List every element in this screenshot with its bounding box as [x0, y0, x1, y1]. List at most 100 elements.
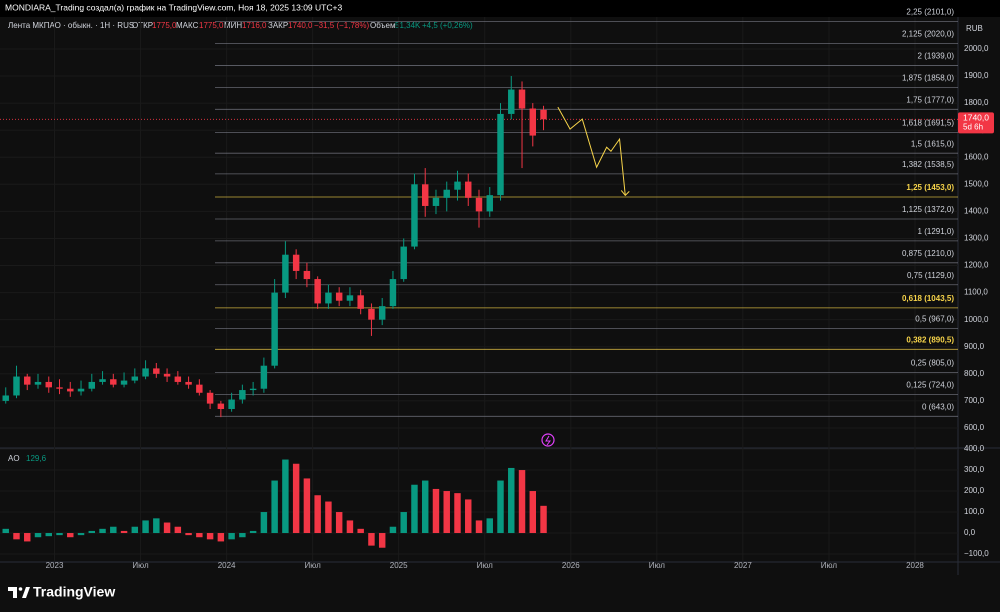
y-tick-label: 1100,0 — [964, 288, 988, 297]
fib-label: 0,618 (1043,5) — [902, 294, 954, 303]
indicator-tick-label: −100,0 — [964, 549, 989, 558]
x-tick-label: Июл — [821, 561, 838, 570]
fib-label: 0,382 (890,5) — [906, 335, 954, 344]
indicator-tick-label: 100,0 — [964, 507, 985, 516]
candle-body — [508, 89, 515, 114]
candle-body — [325, 292, 332, 304]
indicator-bar — [443, 491, 450, 534]
indicator-bar — [228, 533, 235, 540]
fib-label: 1 (1291,0) — [918, 227, 955, 236]
candle-body — [271, 292, 278, 366]
indicator-last: 129,6 — [26, 454, 47, 463]
event-icon-bolt — [545, 435, 551, 446]
projection-line — [557, 106, 626, 196]
countdown: 5d 6h — [963, 122, 983, 131]
candle-body — [217, 403, 225, 410]
y-tick-label: 1600,0 — [964, 152, 989, 161]
legend-close: 1740,0 — [288, 21, 313, 30]
indicator-bar — [196, 533, 203, 538]
y-tick-label: 700,0 — [964, 396, 985, 405]
legend-volume-change: +4,5 (+0,26%) — [422, 21, 473, 30]
indicator-bar — [529, 491, 537, 534]
indicator-bar — [88, 530, 96, 534]
legend-low: 1716,0 — [242, 21, 267, 30]
candle-body — [185, 381, 192, 385]
candle-body — [378, 306, 386, 320]
candle-body — [454, 181, 461, 190]
last-price-label: 1740,0 — [963, 113, 989, 123]
indicator-bar — [34, 533, 42, 538]
candle-body — [335, 292, 343, 301]
fib-label: 0,875 (1210,0) — [902, 249, 954, 258]
fib-label: 0,75 (1129,0) — [907, 271, 954, 280]
last-price-box — [958, 112, 994, 134]
currency: RUB — [966, 24, 983, 33]
logo-slash — [22, 587, 30, 598]
legend-change: −31,5 (−1,78%) — [314, 21, 369, 30]
y-tick-label: 2000,0 — [964, 44, 989, 53]
indicator-bar — [411, 484, 418, 534]
candle-body — [497, 113, 504, 196]
legend-volume-label: Объем — [370, 21, 396, 30]
indicator-bar — [303, 478, 311, 534]
fib-label: 2,25 (2101,0) — [906, 8, 954, 17]
candle-body — [153, 368, 160, 374]
header-bar — [0, 0, 1000, 17]
fib-label: 0,125 (724,0) — [906, 381, 954, 390]
candle-body — [34, 381, 42, 385]
indicator-bar — [389, 526, 397, 534]
indicator-bar — [206, 533, 214, 540]
logo-mark — [8, 587, 17, 598]
fib-label: 1,75 (1777,0) — [906, 95, 954, 104]
x-tick-label: 2026 — [562, 561, 580, 570]
candle-body — [163, 373, 171, 377]
indicator-tick-label: 0,0 — [964, 528, 976, 537]
candle-body — [260, 365, 268, 389]
indicator-bar — [378, 533, 386, 548]
candle-body — [411, 184, 418, 247]
fib-label: 2,125 (2020,0) — [902, 30, 954, 39]
legend-close-label: ЗАКР — [268, 21, 288, 30]
candle-body — [196, 384, 203, 393]
candle-body — [206, 392, 214, 404]
candle-body — [421, 184, 429, 206]
indicator-bar — [518, 470, 526, 534]
legend-high: 1775,0 — [199, 21, 224, 30]
indicator-bar — [357, 528, 364, 534]
indicator-bar — [400, 512, 407, 534]
candle-body — [110, 379, 117, 385]
fib-label: 1,875 (1858,0) — [902, 73, 954, 82]
x-tick-label: Июл — [649, 561, 666, 570]
attribution: MONDIARA_Trading создал(а) график на Tra… — [5, 2, 342, 12]
legend-open: 1775,0 — [152, 21, 177, 30]
candle-body — [314, 279, 321, 304]
x-tick-label: Июл — [132, 561, 149, 570]
x-tick-label: 2028 — [906, 561, 924, 570]
candle-body — [443, 189, 450, 198]
y-tick-label: 1400,0 — [964, 206, 989, 215]
indicator-bar — [486, 518, 493, 534]
fib-label: 0,5 (967,0) — [915, 315, 954, 324]
fib-label: 0 (643,0) — [922, 402, 954, 411]
candle-body — [303, 270, 311, 280]
fib-label: 1,618 (1691,5) — [902, 119, 954, 128]
candle-body — [518, 89, 526, 109]
candle-body — [67, 388, 74, 392]
candle-body — [475, 197, 483, 212]
candle-body — [131, 376, 139, 381]
y-tick-label: 800,0 — [964, 369, 985, 378]
legend-volume: 51,34K — [395, 21, 421, 30]
y-tick-label: 900,0 — [964, 342, 985, 351]
candle-body — [120, 380, 128, 385]
indicator-bar — [249, 530, 257, 534]
candle-body — [432, 197, 440, 206]
candle-body — [465, 181, 472, 198]
indicator-tick-label: 300,0 — [964, 465, 985, 474]
x-tick-label: 2023 — [46, 561, 64, 570]
candle-body — [540, 109, 547, 120]
indicator-bar — [497, 480, 504, 534]
indicator-bar — [540, 505, 547, 534]
indicator-bar — [271, 480, 278, 534]
indicator-bar — [77, 533, 85, 536]
